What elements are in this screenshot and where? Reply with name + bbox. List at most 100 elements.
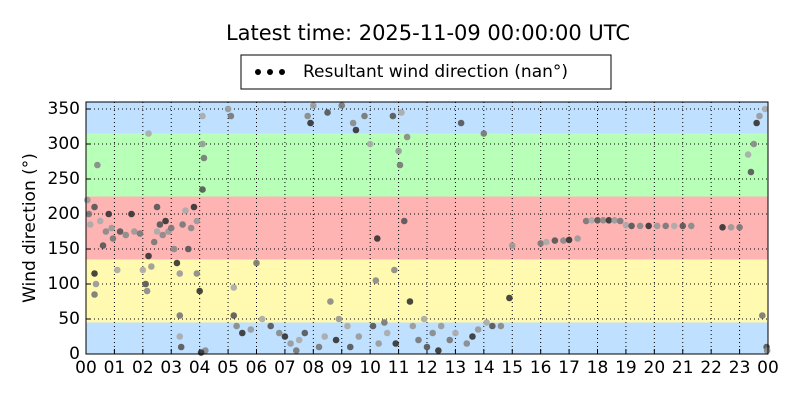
data-point xyxy=(687,222,695,230)
data-point xyxy=(275,329,283,337)
data-point xyxy=(409,322,417,330)
x-tick-label: 22 xyxy=(700,358,722,378)
y-tick-label: 250 xyxy=(48,169,80,189)
data-point xyxy=(193,270,201,277)
data-point xyxy=(109,235,117,242)
data-point xyxy=(332,336,340,344)
data-point xyxy=(605,217,613,224)
y-tick-label: 50 xyxy=(58,309,80,329)
data-point xyxy=(327,298,334,305)
data-point xyxy=(366,140,374,148)
data-point xyxy=(753,119,760,127)
data-point xyxy=(131,228,138,235)
x-tick-label: 08 xyxy=(303,358,325,378)
chart-title: Latest time: 2025-11-09 00:00:00 UTC xyxy=(226,21,630,45)
data-point xyxy=(193,217,201,225)
direction-band xyxy=(86,102,768,134)
data-point xyxy=(599,217,607,224)
x-tick-label: 01 xyxy=(104,358,126,378)
data-point xyxy=(582,217,590,225)
x-tick-label: 09 xyxy=(331,358,353,378)
legend-marker xyxy=(267,69,273,75)
data-point xyxy=(187,224,195,232)
data-point xyxy=(102,228,110,235)
data-point xyxy=(108,224,115,232)
data-point xyxy=(145,252,152,260)
data-point xyxy=(230,284,238,291)
data-point xyxy=(727,224,735,231)
data-point xyxy=(281,333,289,340)
y-tick-label: 300 xyxy=(48,134,80,154)
data-point xyxy=(611,217,618,224)
data-point xyxy=(662,222,669,230)
data-point xyxy=(346,343,354,351)
data-point xyxy=(349,119,357,127)
data-point xyxy=(435,347,442,354)
data-point xyxy=(594,217,601,224)
x-tick-label: 16 xyxy=(530,358,552,378)
data-point xyxy=(86,221,94,228)
x-tick-label: 21 xyxy=(672,358,694,378)
data-point xyxy=(96,217,104,225)
data-point xyxy=(574,235,581,242)
data-point xyxy=(199,112,206,120)
data-point xyxy=(292,347,300,354)
data-point xyxy=(199,186,206,193)
data-point xyxy=(383,329,391,337)
data-point xyxy=(406,298,414,305)
data-point xyxy=(747,168,755,176)
x-tick-label: 14 xyxy=(473,358,495,378)
data-point xyxy=(398,109,405,116)
data-point xyxy=(148,263,155,270)
data-point xyxy=(446,336,454,344)
x-tick-label: 18 xyxy=(587,358,609,378)
data-point xyxy=(403,133,411,141)
data-point xyxy=(143,287,151,295)
data-point xyxy=(480,130,488,137)
data-point xyxy=(153,203,161,211)
data-point xyxy=(238,329,246,337)
data-point xyxy=(391,266,398,274)
data-point xyxy=(457,119,465,127)
x-tick-label: 15 xyxy=(501,358,523,378)
data-point xyxy=(489,322,496,330)
x-tick-label: 20 xyxy=(644,358,666,378)
legend-marker xyxy=(255,69,261,75)
data-point xyxy=(392,340,400,347)
data-point xyxy=(91,270,98,277)
plot-frame xyxy=(85,101,769,355)
data-point xyxy=(469,333,476,340)
data-point xyxy=(628,222,635,230)
data-point xyxy=(185,245,192,253)
data-point xyxy=(763,347,771,354)
data-point xyxy=(395,147,402,155)
data-point xyxy=(190,203,198,211)
data-point xyxy=(159,231,167,239)
data-point xyxy=(679,222,687,230)
data-point xyxy=(429,329,436,337)
data-point xyxy=(423,343,431,351)
x-tick-label: 12 xyxy=(416,358,438,378)
data-point xyxy=(253,259,260,267)
x-tick-label: 11 xyxy=(388,358,410,378)
data-point xyxy=(352,126,360,134)
data-point xyxy=(167,224,175,232)
x-tick-label: 05 xyxy=(217,358,239,378)
data-point xyxy=(361,112,368,120)
data-point xyxy=(497,322,505,330)
data-point xyxy=(224,105,232,113)
data-point xyxy=(420,315,428,323)
data-point xyxy=(543,238,550,246)
data-point xyxy=(400,217,408,225)
data-point xyxy=(170,245,178,253)
data-point xyxy=(310,102,317,109)
data-point xyxy=(373,235,381,242)
data-point xyxy=(177,343,185,351)
data-point xyxy=(321,333,329,340)
data-point xyxy=(375,340,382,347)
data-point xyxy=(645,222,652,230)
data-point xyxy=(304,112,311,120)
data-point xyxy=(196,287,203,295)
y-tick-label: 0 xyxy=(69,344,80,364)
